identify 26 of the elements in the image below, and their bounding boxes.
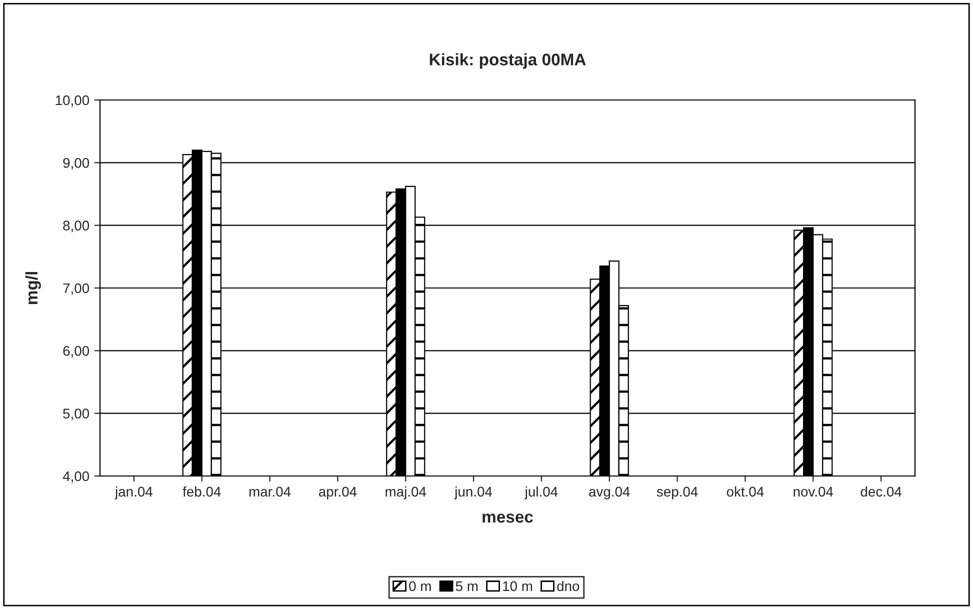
legend-label: 5 m: [456, 581, 478, 592]
x-tick-label: okt.04: [726, 486, 764, 497]
x-tick-label: sep.04: [656, 486, 698, 500]
y-tick-label: 9,00: [63, 158, 90, 170]
x-axis-title: mesec: [482, 514, 533, 523]
x-tick-label: feb.04: [182, 486, 221, 497]
chart-title: Kisik: postaja 00MA: [430, 53, 586, 69]
y-tick-label: 10,00: [56, 95, 90, 107]
legend-label: dno: [557, 580, 580, 592]
x-tick-label: avg.04: [589, 486, 630, 500]
y-tick-label: 7,00: [63, 283, 90, 295]
y-tick-label: 6,00: [63, 346, 90, 358]
y-tick-label: 5,00: [63, 408, 90, 420]
legend-label: 10 m: [503, 581, 532, 592]
y-tick-label: 4,00: [62, 471, 90, 483]
x-tick-label: jul.04: [524, 486, 558, 500]
x-tick-label: nov.04: [794, 486, 834, 497]
x-tick-label: jun.04: [454, 486, 492, 500]
legend-label: 0 m: [409, 581, 431, 592]
x-tick-label: jan.04: [114, 486, 152, 500]
x-tick-label: mar.04: [249, 486, 291, 497]
x-tick-label: maj.04: [386, 486, 426, 500]
y-tick-label: 8,00: [63, 220, 90, 232]
x-tick-label: dec.04: [860, 486, 902, 497]
x-tick-label: apr.04: [318, 486, 357, 500]
y-axis-title: mg/l: [25, 272, 41, 304]
